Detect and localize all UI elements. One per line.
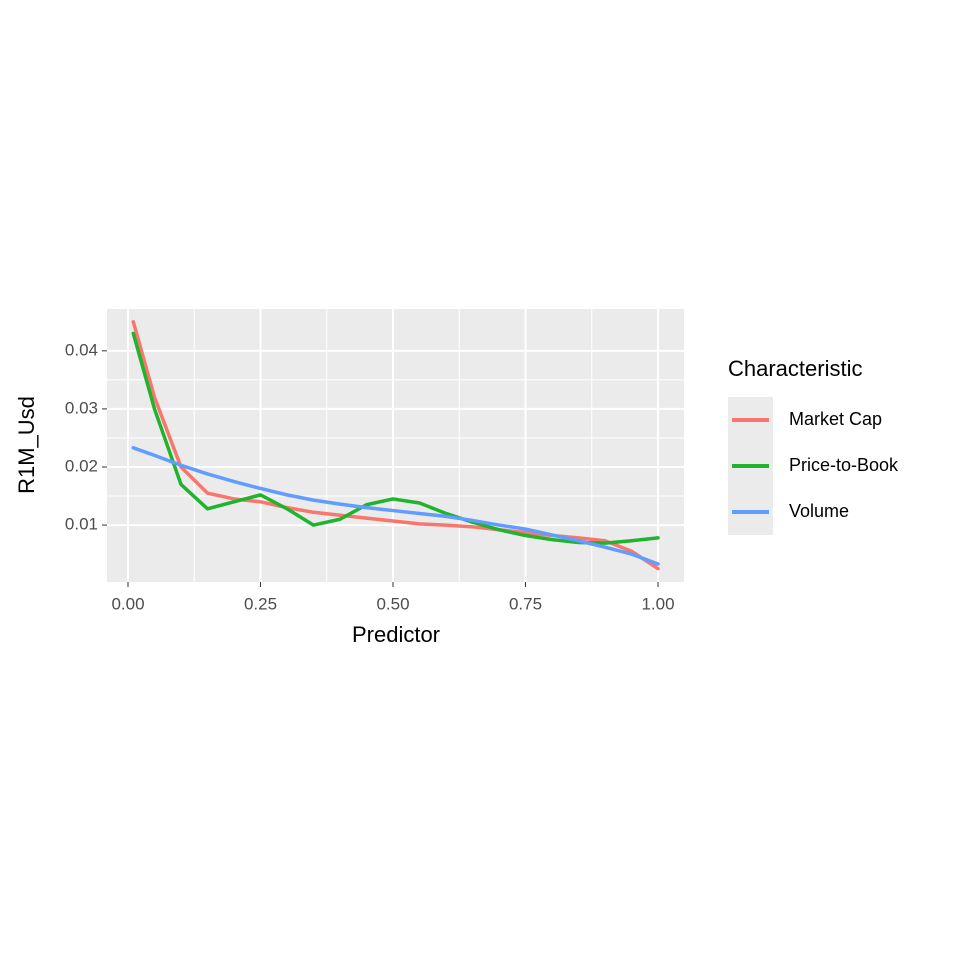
- y-tick-label: 0.04: [65, 340, 98, 359]
- x-tick-label: 1.00: [641, 594, 674, 613]
- line: [131, 446, 660, 566]
- legend-label: Market Cap: [789, 409, 882, 429]
- panel: [107, 309, 684, 582]
- y-axis-title: R1M_Usd: [14, 396, 39, 494]
- x-axis-title: Predictor: [352, 622, 440, 647]
- legend-label: Price-to-Book: [789, 455, 899, 475]
- legend-label: Volume: [789, 501, 849, 521]
- line: [131, 331, 660, 545]
- legend-title: Characteristic: [728, 356, 862, 381]
- x-tick-label: 0.50: [376, 594, 409, 613]
- y-tick-label: 0.03: [65, 398, 98, 417]
- x-tick-label: 0.25: [244, 594, 277, 613]
- x-tick-label: 0.00: [111, 594, 144, 613]
- y-tick-label: 0.01: [65, 515, 98, 534]
- x-tick-label: 0.75: [509, 594, 542, 613]
- y-tick-label: 0.02: [65, 456, 98, 475]
